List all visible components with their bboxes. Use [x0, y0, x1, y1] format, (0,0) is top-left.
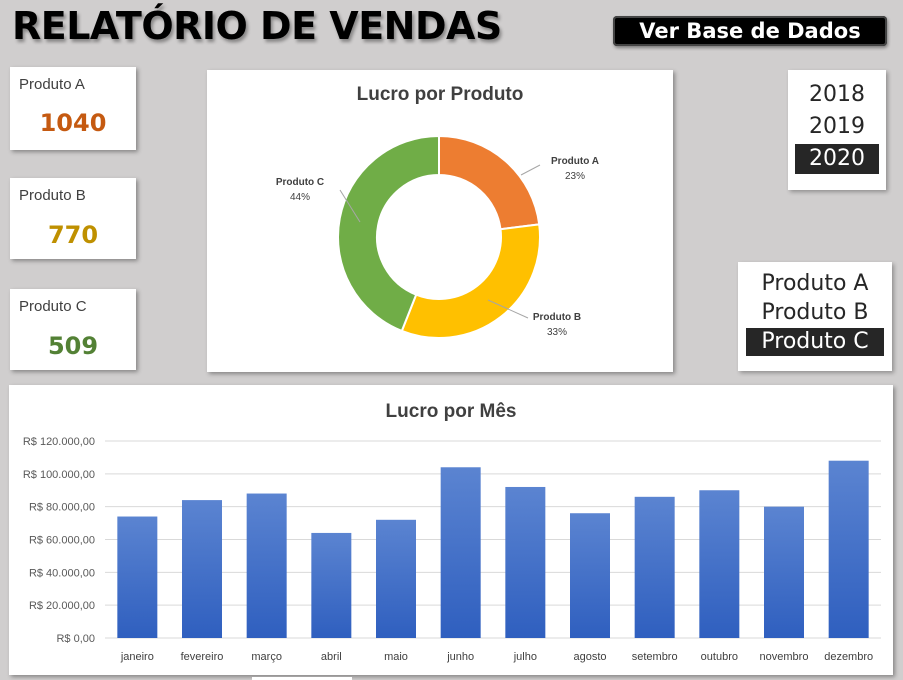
donut-chart: Produto A 23% Produto B 33% Produto C 44… [276, 134, 599, 339]
sheet-tab-strip [252, 677, 352, 680]
bar-janeiro [117, 516, 158, 638]
donut-slice-produto-c [337, 134, 440, 333]
kpi-label: Produto A [19, 76, 85, 93]
bar-julho [505, 486, 546, 638]
bar-abril [311, 532, 352, 638]
slicer-item-produto-b[interactable]: Produto B [761, 300, 869, 325]
view-database-button[interactable]: Ver Base de Dados [613, 16, 887, 46]
x-tick-label: setembro [632, 651, 678, 663]
donut-value-produto-c: 44% [290, 192, 310, 203]
slicer-item-2018[interactable]: 2018 [809, 82, 865, 107]
bar-agosto [570, 513, 610, 638]
x-tick-label: agosto [573, 651, 606, 663]
bar-chart-card: Lucro por Mês R$ 0,00 R$ 20.000,00 R$ 40.0… [9, 385, 893, 675]
x-tick-label: junho [446, 651, 474, 663]
donut-chart-card: Lucro por Produto Produto A 23% Produto … [207, 70, 673, 372]
donut-label-produto-b: Produto B [533, 312, 581, 323]
donut-slice-produto-a [438, 134, 541, 231]
donut-label-produto-a: Produto A [551, 156, 599, 167]
kpi-card-produto-b: Produto B 770 [10, 178, 136, 259]
x-tick-label: janeiro [120, 651, 154, 663]
kpi-value: 509 [47, 332, 99, 360]
donut-slice-produto-b [400, 223, 541, 339]
leader-line-c [339, 189, 361, 223]
product-slicer: Produto A Produto B Produto C [738, 262, 892, 371]
donut-label-produto-c: Produto C [276, 177, 324, 188]
year-slicer: 2018 2019 2020 [788, 70, 886, 190]
x-tick-label: novembro [760, 651, 809, 663]
x-tick-label: março [251, 651, 282, 663]
y-tick-label: R$ 20.000,00 [29, 600, 95, 612]
kpi-card-produto-c: Produto C 509 [10, 289, 136, 370]
y-tick-label: R$ 60.000,00 [29, 535, 95, 547]
x-tick-label: fevereiro [181, 651, 224, 663]
kpi-label: Produto C [19, 298, 87, 315]
x-tick-label: abril [321, 651, 342, 663]
bar-março [246, 493, 287, 638]
donut-chart-title: Lucro por Produto [356, 84, 524, 105]
leader-line-a [520, 164, 541, 176]
donut-value-produto-b: 33% [547, 327, 567, 338]
y-tick-label: R$ 100.000,00 [23, 469, 95, 481]
bar-novembro [764, 506, 804, 638]
y-tick-label: R$ 40.000,00 [29, 567, 95, 579]
bar-maio [376, 519, 416, 638]
bar-setembro [634, 496, 675, 638]
slicer-item-2020[interactable]: 2020 [795, 144, 879, 174]
y-tick-label: R$ 80.000,00 [29, 502, 95, 514]
page-title: RELATÓRIO DE VENDAS [12, 4, 502, 48]
kpi-card-produto-a: Produto A 1040 [10, 67, 136, 150]
bar-junho [440, 467, 481, 638]
kpi-value: 1040 [39, 109, 107, 137]
kpi-value: 770 [47, 221, 99, 249]
y-tick-label: R$ 0,00 [56, 633, 95, 645]
slicer-item-produto-a[interactable]: Produto A [761, 271, 869, 296]
x-tick-label: outubro [701, 651, 738, 663]
kpi-label: Produto B [19, 187, 86, 204]
slicer-item-2019[interactable]: 2019 [809, 114, 865, 139]
x-tick-label: maio [384, 651, 408, 663]
bar-chart: R$ 0,00 R$ 20.000,00 R$ 40.000,00 R$ 60.000… [23, 436, 881, 663]
bar-chart-title: Lucro por Mês [385, 401, 517, 422]
donut-value-produto-a: 23% [565, 171, 585, 182]
y-tick-label: R$ 120.000,00 [23, 436, 95, 448]
leader-line-b [487, 299, 529, 319]
bar-fevereiro [182, 500, 222, 638]
bar-dezembro [828, 460, 869, 638]
slicer-item-produto-c[interactable]: Produto C [746, 328, 884, 356]
x-tick-label: julho [513, 651, 537, 663]
bar-outubro [699, 490, 740, 638]
x-tick-label: dezembro [824, 651, 873, 663]
